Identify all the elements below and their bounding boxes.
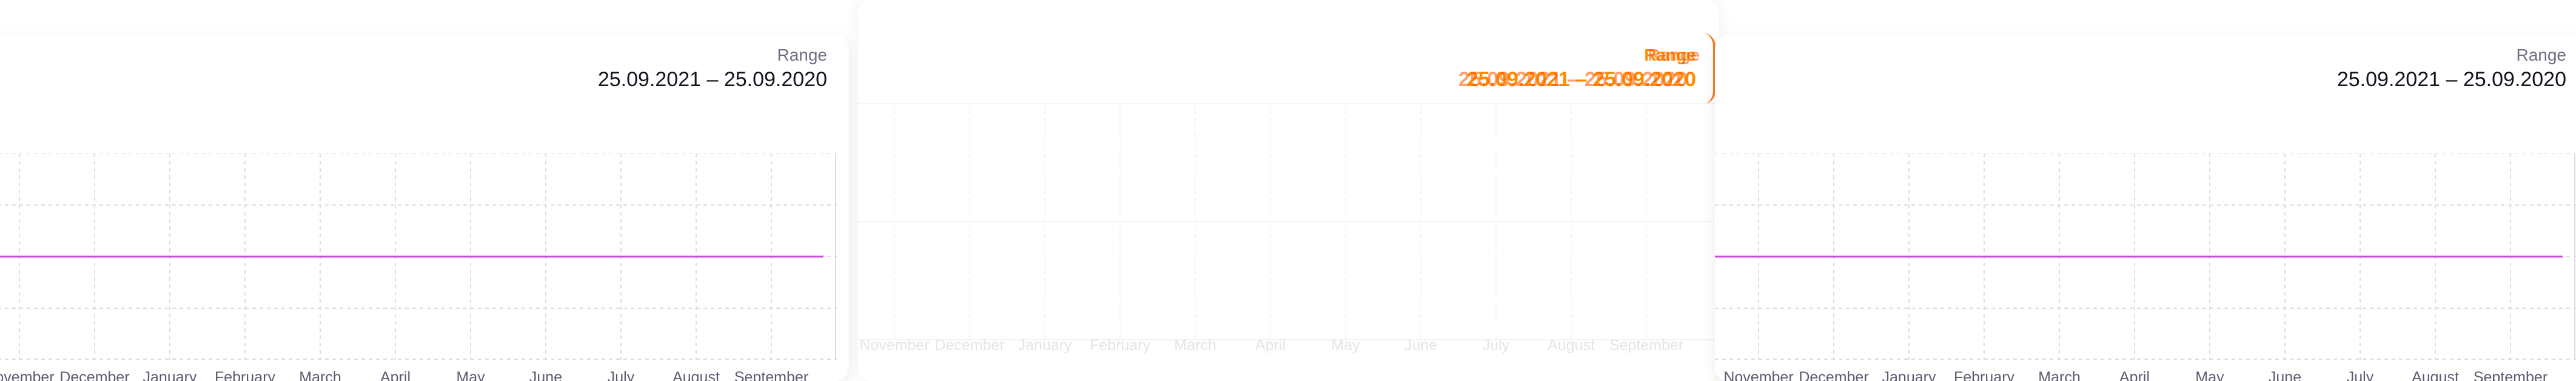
x-tick-label: July [2346,369,2374,381]
x-tick-label: June [529,369,563,381]
x-tick-label: September [2473,369,2548,381]
x-tick-label: November [1723,369,1794,381]
range-selector-ghost-overlay: Range 25.09.2021 – 25.09.2020 [1458,45,1700,94]
x-tick-label: December [1799,369,1869,381]
x-tick-label: February [1953,369,2015,381]
x-tick-label: June [2268,369,2302,381]
x-tick-label: February [1089,337,1151,354]
line-chart-right [1715,153,2576,360]
range-label: Range [1644,46,1696,64]
x-tick-label: June [1404,337,1438,354]
range-label: Range [2516,46,2566,64]
x-tick-label: August [673,369,720,381]
x-tick-label: April [380,369,411,381]
x-tick-label: April [2119,369,2150,381]
x-tick-label: May [1331,337,1360,354]
x-tick-label: December [59,369,130,381]
x-tick-label: January [1018,337,1072,354]
x-tick-label: August [2412,369,2459,381]
x-tick-label: December [934,337,1005,354]
x-tick-label: November [859,337,930,354]
x-tick-label: January [143,369,197,381]
range-value: 25.09.2021 – 25.09.2020 [1466,67,1696,91]
x-tick-label: May [2195,369,2224,381]
x-tick-label: March [2038,369,2081,381]
x-tick-label: September [1609,337,1684,354]
x-tick-label: July [1482,337,1510,354]
focus-outline [1700,33,1716,104]
x-tick-label: May [456,369,485,381]
range-label: Range [777,46,827,64]
x-tick-label: September [734,369,809,381]
range-selector-left[interactable]: Range 25.09.2021 – 25.09.2020 [598,45,827,94]
x-tick-label: August [1548,337,1595,354]
x-axis-ghost: November December January February March Apri… [858,337,1719,361]
x-tick-label: March [1174,337,1216,354]
range-label: Range [1648,46,1700,64]
chart-card-left: Range 25.09.2021 – 25.09.2020 November De… [0,35,849,381]
chart-card-right: Range 25.09.2021 – 25.09.2020 November De… [1715,35,2576,381]
x-tick-label: April [1255,337,1286,354]
x-tick-label: March [299,369,341,381]
chart-card-transition: Range 25.09.2021 – 25.09.2020 Range 25.0… [858,0,1719,381]
x-axis-right: November December January February March Apri… [1715,369,2576,381]
line-chart-left [0,153,837,360]
x-tick-label: July [607,369,635,381]
range-value: 25.09.2021 – 25.09.2020 [597,67,827,91]
line-chart-ghost [858,103,1719,346]
range-selector-right[interactable]: Range 25.09.2021 – 25.09.2020 [2337,45,2566,94]
x-tick-label: January [1882,369,1936,381]
range-selector-ghost[interactable]: Range 25.09.2021 – 25.09.2020 [1467,45,1696,94]
x-tick-label: February [214,369,276,381]
x-axis-left: November December January February March Apri… [0,369,849,381]
x-tick-label: November [0,369,55,381]
range-value: 25.09.2021 – 25.09.2020 [2336,67,2566,91]
range-value: 25.09.2021 – 25.09.2020 [1458,67,1688,91]
